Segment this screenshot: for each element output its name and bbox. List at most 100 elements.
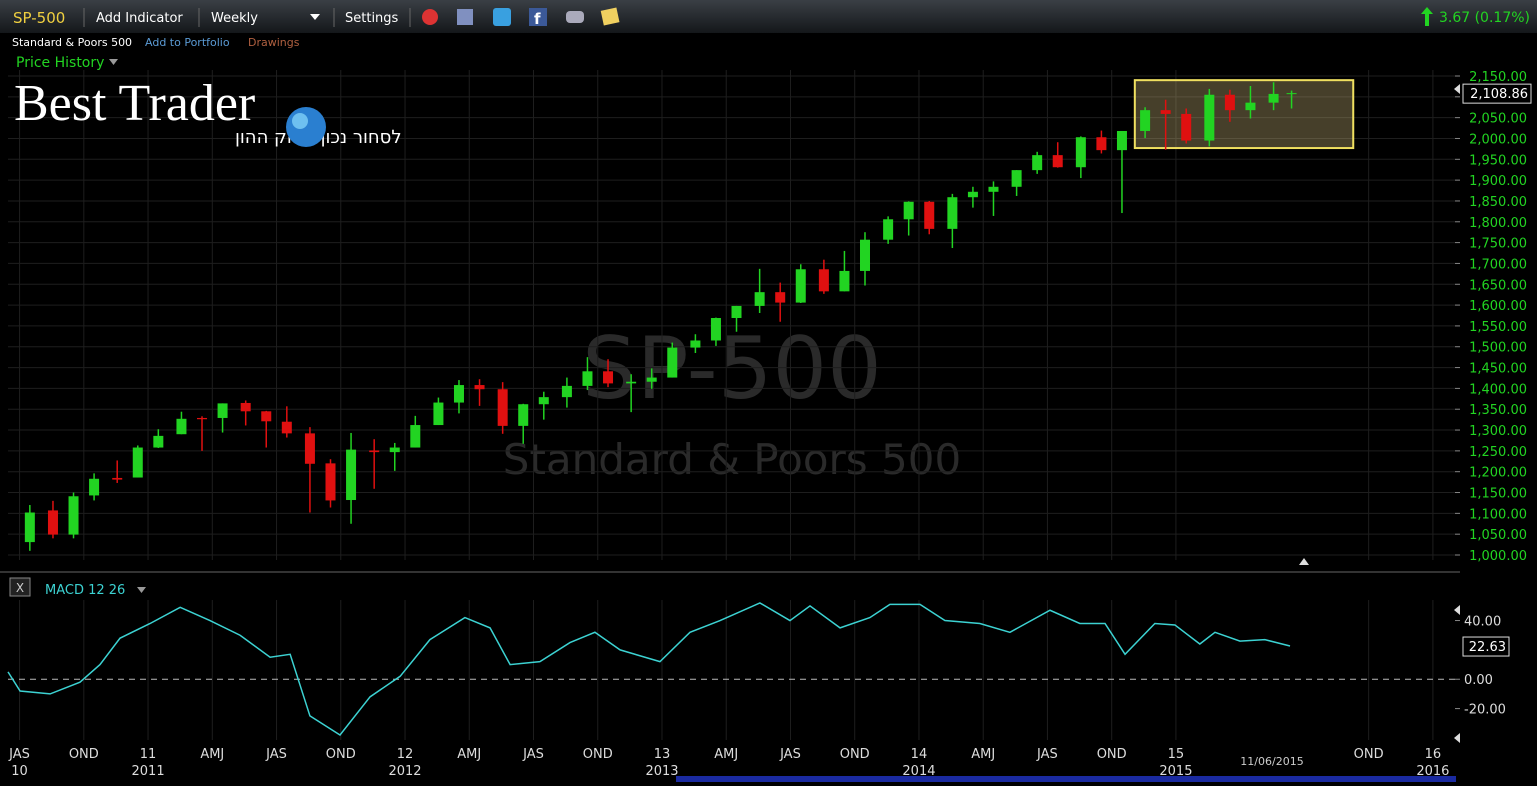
x-year-label: 2014: [902, 764, 935, 779]
alarm-icon[interactable]: [422, 9, 438, 25]
candle-body: [1160, 110, 1171, 114]
last-value-label: 22.63: [1469, 640, 1506, 655]
x-tick-label: OND: [69, 747, 99, 762]
globe-highlight: [292, 113, 308, 129]
macd-line: [7, 602, 1291, 736]
candle-body: [988, 186, 999, 192]
candle-body: [603, 371, 614, 384]
y-tick-label: 1,200.00: [1469, 466, 1527, 481]
symbol[interactable]: SP-500: [13, 9, 65, 27]
candle-body: [518, 404, 529, 426]
candle-body: [646, 377, 657, 382]
portfolio-icon[interactable]: [457, 9, 473, 25]
candle-body: [1096, 137, 1107, 151]
candle-body: [240, 402, 251, 412]
candle-body: [474, 385, 485, 390]
y-tick-label: 1,300.00: [1469, 424, 1527, 439]
y-tick-label: 1,250.00: [1469, 445, 1527, 460]
x-tick-label: JAS: [779, 747, 801, 762]
toolbar: [0, 0, 1537, 33]
candle-body: [410, 425, 421, 448]
candle-body: [1224, 94, 1235, 111]
dropdown-arrow[interactable]: [137, 587, 146, 593]
logo: Best Trader: [14, 75, 255, 132]
scrollbar[interactable]: [676, 776, 1456, 782]
scroll-marker[interactable]: [1299, 558, 1309, 565]
drawings[interactable]: Drawings: [248, 36, 300, 49]
close-panel[interactable]: [9, 577, 31, 597]
candle-body: [582, 371, 593, 386]
y-tick-label: 2,000.00: [1469, 132, 1527, 147]
y-tick-label: 1,900.00: [1469, 174, 1527, 189]
y-tick-label: 1,050.00: [1469, 528, 1527, 543]
indicator-title: MACD 12 26: [45, 583, 125, 598]
note-icon[interactable]: [600, 7, 620, 26]
close-x[interactable]: X: [16, 581, 24, 595]
x-tick-label: JAS: [1036, 747, 1058, 762]
x-tick-label: OND: [583, 747, 613, 762]
add-to-portfolio[interactable]: Add to Portfolio: [145, 36, 230, 49]
y-tick-label: 1,700.00: [1469, 257, 1527, 272]
candle-body: [304, 433, 315, 464]
candle-body: [1181, 113, 1192, 141]
x-tick-label: 11: [140, 747, 157, 762]
x-tick-label: 15: [1168, 747, 1185, 762]
candle-body: [217, 403, 228, 418]
x-tick-label: OND: [326, 747, 356, 762]
x-tick-label: OND: [1097, 747, 1127, 762]
y-tick-label: 1,400.00: [1469, 382, 1527, 397]
x-tick-label: OND: [840, 747, 870, 762]
candle-body: [1032, 155, 1043, 171]
candle-body: [176, 418, 187, 435]
axis-arrow: [1454, 84, 1460, 94]
candle-body: [1116, 130, 1127, 151]
candle-body: [281, 421, 292, 434]
facebook-f: f: [534, 10, 541, 28]
candle-body: [453, 385, 464, 403]
y-tick-label: 1,450.00: [1469, 362, 1527, 377]
candle-body: [389, 447, 400, 453]
candle-body: [839, 270, 850, 292]
globe-icon: [286, 107, 326, 147]
candle-body: [795, 269, 806, 303]
up-arrow: [1421, 7, 1433, 26]
candle-body: [947, 197, 958, 229]
candle-body: [89, 478, 100, 496]
candle-body: [690, 340, 701, 348]
candle-body: [68, 496, 79, 535]
dropdown-arrow[interactable]: [310, 14, 320, 20]
axis-arrow: [1454, 733, 1460, 743]
candle-body: [859, 239, 870, 271]
candle-body: [325, 463, 336, 501]
y-tick-label: 2,150.00: [1469, 70, 1527, 85]
dropdown-arrow[interactable]: [109, 59, 118, 65]
last-price-label: 2,108.86: [1470, 87, 1528, 102]
instrument-name: Standard & Poors 500: [12, 36, 132, 49]
x-tick-label: AMJ: [200, 747, 224, 762]
y-tick-label: 1,100.00: [1469, 507, 1527, 522]
candle-body: [346, 449, 357, 501]
interval-select[interactable]: Weekly: [211, 11, 258, 26]
candle-body: [197, 417, 208, 420]
settings[interactable]: Settings: [345, 11, 399, 26]
y-tick-label: -20.00: [1464, 703, 1506, 718]
x-year-label: 2015: [1159, 764, 1192, 779]
candle-body: [903, 201, 914, 220]
y-tick-label: 1,150.00: [1469, 487, 1527, 502]
y-tick-label: 0.00: [1464, 673, 1493, 688]
add-indicator[interactable]: Add Indicator: [96, 11, 183, 26]
x-year-label: 2012: [388, 764, 421, 779]
x-tick-label: JAS: [522, 747, 544, 762]
candle-body: [883, 219, 894, 240]
facebook-icon[interactable]: [529, 8, 547, 26]
candle-body: [1286, 93, 1297, 95]
twitter-icon[interactable]: [493, 8, 511, 26]
candle-body: [1140, 110, 1151, 131]
price-history[interactable]: Price History: [16, 55, 104, 71]
binoculars-icon[interactable]: [566, 11, 584, 23]
candle-body: [710, 317, 721, 341]
axis-arrow: [1454, 605, 1460, 615]
x-tick-label: 14: [911, 747, 928, 762]
x-tick-label: AMJ: [714, 747, 738, 762]
x-year-label: 2016: [1416, 764, 1449, 779]
